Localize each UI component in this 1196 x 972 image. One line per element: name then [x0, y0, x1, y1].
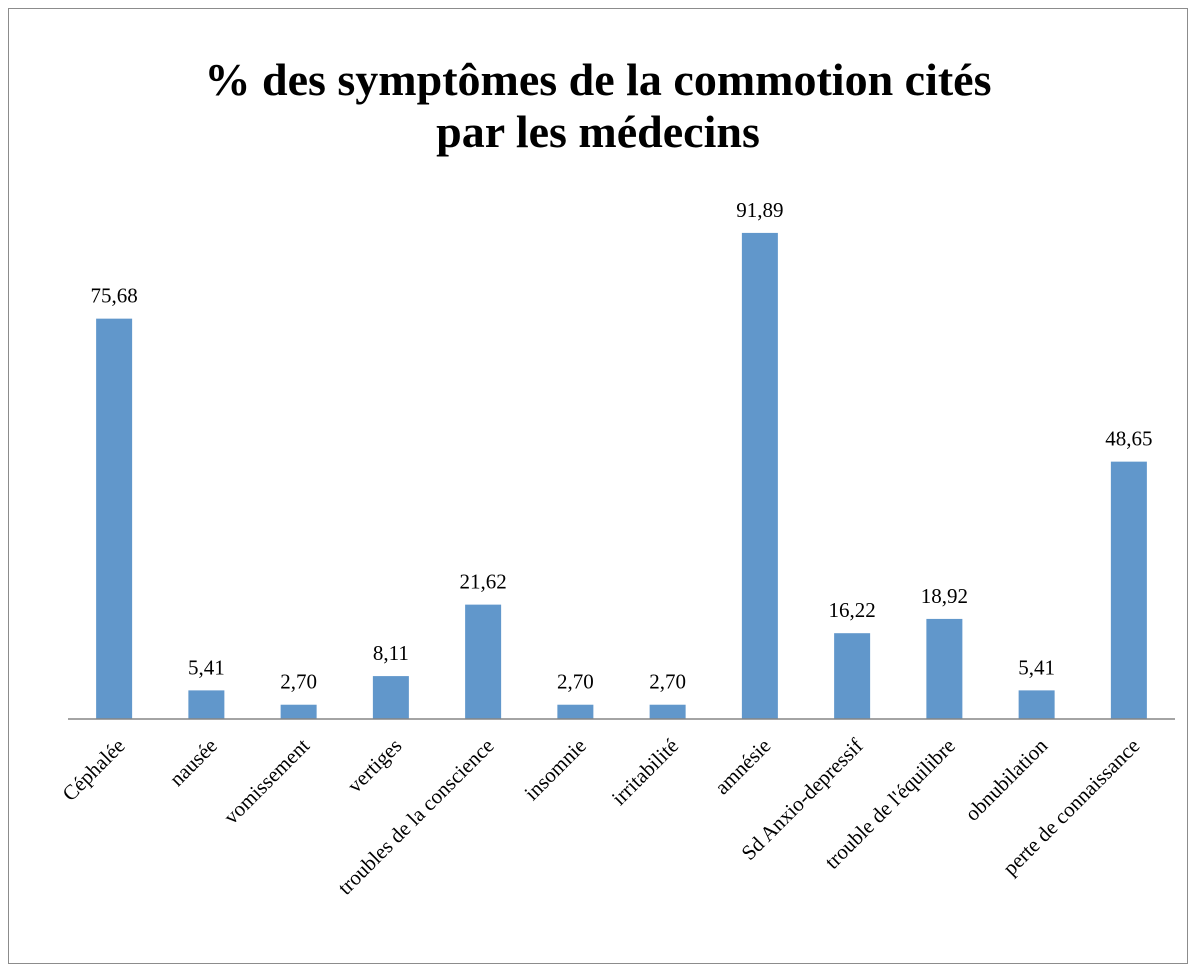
bar	[280, 704, 317, 719]
bar	[96, 318, 133, 719]
value-label: 5,41	[1018, 655, 1055, 679]
bar	[557, 704, 594, 719]
bar	[834, 633, 871, 719]
value-label: 21,62	[460, 570, 507, 594]
value-label: 2,70	[557, 670, 594, 694]
chart-title: % des symptômes de la commotion cités	[204, 54, 991, 105]
bar	[741, 232, 778, 719]
value-label: 8,11	[373, 641, 409, 665]
value-label: 91,89	[736, 198, 783, 222]
value-label: 2,70	[649, 670, 686, 694]
bar	[465, 604, 502, 719]
value-label: 75,68	[91, 284, 138, 308]
bar	[926, 618, 963, 719]
value-label: 48,65	[1105, 427, 1152, 451]
value-label: 2,70	[280, 670, 317, 694]
bar	[649, 704, 686, 719]
bar	[1018, 690, 1055, 719]
bar	[1110, 461, 1147, 719]
chart-title: par les médecins	[436, 106, 760, 157]
value-label: 5,41	[188, 655, 225, 679]
bar	[188, 690, 225, 719]
value-label: 16,22	[829, 598, 876, 622]
bar	[372, 676, 409, 719]
chart-frame	[8, 8, 1188, 964]
value-label: 18,92	[921, 584, 968, 608]
